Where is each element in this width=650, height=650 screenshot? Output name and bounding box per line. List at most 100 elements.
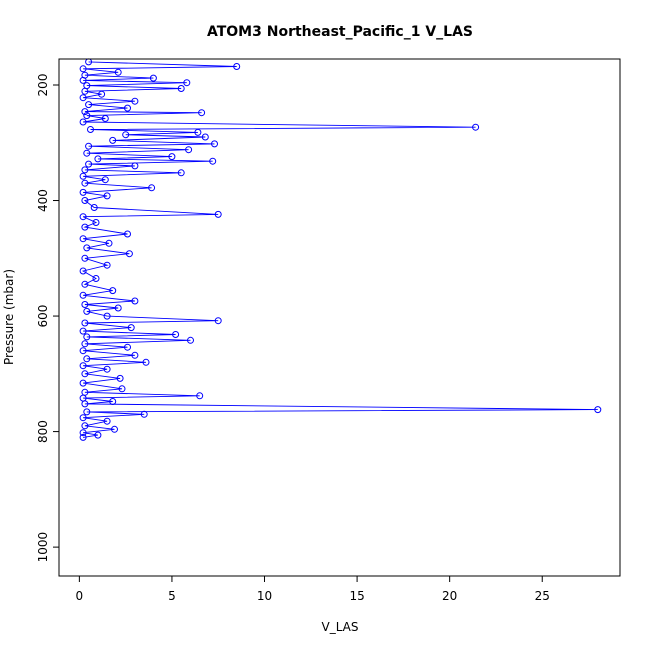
data-point <box>109 287 117 295</box>
data-point <box>83 244 91 252</box>
data-point <box>81 179 89 187</box>
data-point <box>81 254 89 262</box>
data-point <box>131 297 139 305</box>
data-point <box>131 97 139 105</box>
data-point <box>79 188 87 196</box>
data-point <box>103 192 111 200</box>
data-point <box>83 307 91 315</box>
data-point <box>118 385 126 393</box>
x-axis: 0 5 10 15 20 25 <box>76 576 550 603</box>
data-point <box>79 235 87 243</box>
data-point <box>79 213 87 221</box>
data-point <box>81 197 89 204</box>
data-point <box>214 317 222 325</box>
y-axis-label: Pressure (mbar) <box>2 269 16 365</box>
data-point <box>85 101 93 109</box>
data-point <box>116 374 124 382</box>
data-point <box>194 128 202 136</box>
data-point <box>94 155 102 163</box>
data-point <box>198 109 206 117</box>
x-tick-label: 20 <box>442 589 457 603</box>
data-point <box>79 327 87 335</box>
data-point <box>79 267 87 275</box>
data-point <box>83 355 91 363</box>
data-point <box>90 204 98 211</box>
data-point <box>122 131 130 139</box>
data-point <box>85 160 93 168</box>
data-point <box>81 340 89 348</box>
data-point <box>209 157 217 165</box>
data-point <box>79 94 87 102</box>
x-tick-label: 15 <box>349 589 364 603</box>
data-point <box>81 108 89 116</box>
data-point <box>148 184 156 192</box>
data-point <box>131 162 139 170</box>
data-point <box>185 146 193 154</box>
data-point <box>103 261 111 269</box>
data-point <box>140 410 148 418</box>
data-point <box>79 172 87 180</box>
data-point <box>124 343 131 351</box>
data-point <box>85 142 93 150</box>
data-point <box>109 136 117 144</box>
data-point <box>172 331 180 338</box>
data-point <box>98 90 106 98</box>
data-point <box>125 250 133 258</box>
y-tick-label: 800 <box>36 420 50 443</box>
data-point <box>103 417 111 425</box>
data-point <box>124 230 131 238</box>
data-point <box>127 324 135 332</box>
data-point <box>79 429 87 437</box>
data-point <box>81 370 89 378</box>
data-point <box>92 219 100 226</box>
plot-area <box>79 58 602 441</box>
data-point <box>201 133 209 141</box>
data-point <box>83 149 91 157</box>
data-point <box>472 123 480 131</box>
data-point <box>149 74 157 82</box>
data-point <box>81 319 89 327</box>
data-point <box>142 358 150 366</box>
data-point <box>177 85 185 92</box>
data-point <box>105 239 113 247</box>
chart-title: ATOM3 Northeast_Pacific_1 V_LAS <box>207 24 473 40</box>
data-point <box>79 118 87 126</box>
data-point <box>594 406 602 414</box>
data-point <box>124 104 131 112</box>
data-point <box>94 431 102 439</box>
data-point <box>214 210 222 218</box>
data-point <box>81 422 89 430</box>
y-tick-label: 1000 <box>36 532 50 563</box>
data-point <box>92 275 100 282</box>
plot-frame <box>58 58 621 577</box>
x-tick-label: 0 <box>76 589 84 603</box>
data-point <box>81 280 89 288</box>
data-point <box>211 140 218 148</box>
data-point <box>83 408 91 416</box>
data-point <box>196 392 204 400</box>
data-point <box>79 362 87 370</box>
data-point <box>79 291 87 299</box>
data-point <box>79 433 87 441</box>
data-point <box>81 301 89 308</box>
data-point <box>81 166 89 174</box>
data-point <box>87 126 94 133</box>
data-point <box>103 312 111 320</box>
y-axis: 200 400 600 800 1000 <box>36 74 59 563</box>
x-tick-label: 10 <box>257 589 272 603</box>
data-point <box>83 112 91 120</box>
y-tick-label: 200 <box>36 74 50 97</box>
y-tick-label: 600 <box>36 305 50 328</box>
y-tick-label: 400 <box>36 189 50 212</box>
data-point <box>81 87 89 95</box>
data-point <box>109 398 117 405</box>
data-point <box>233 63 241 70</box>
data-point <box>103 365 111 373</box>
x-tick-label: 5 <box>168 589 176 603</box>
data-point <box>81 400 89 408</box>
data-point <box>114 68 122 76</box>
data-point <box>187 336 194 344</box>
data-point <box>183 79 191 87</box>
x-axis-label: V_LAS <box>322 620 359 634</box>
data-point <box>114 304 122 312</box>
